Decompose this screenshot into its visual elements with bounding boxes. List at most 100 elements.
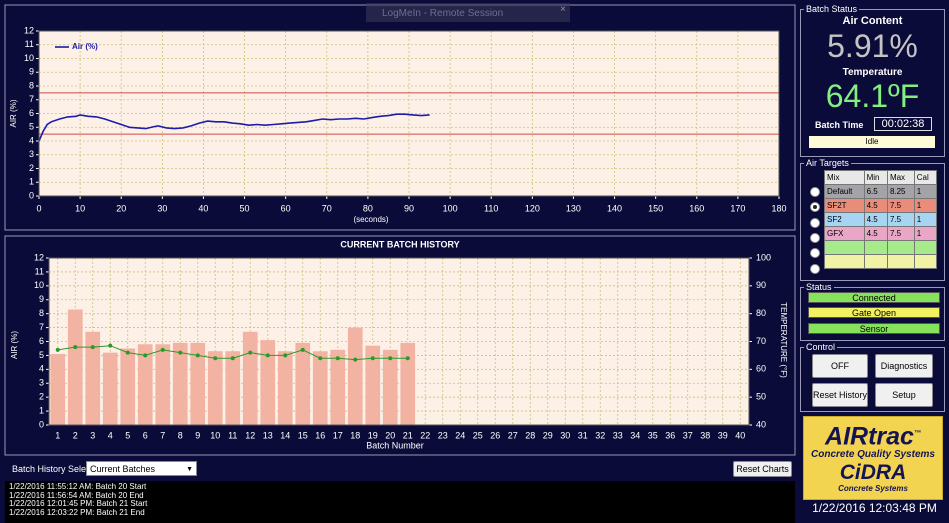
target-row[interactable]: GFX 4.5 7.5 1	[824, 226, 938, 241]
header-cell: Max	[886, 170, 915, 185]
target-cell: 7.5	[886, 226, 915, 241]
x-tick-label: 50	[240, 203, 250, 213]
y-tick-label: 5	[39, 350, 44, 360]
x-tick-label: 30	[560, 430, 570, 440]
log-line: 1/22/2016 12:01:45 PM: Batch 21 Start	[9, 499, 148, 508]
x-tick-label: 39	[718, 430, 728, 440]
y-tick-label: 60	[756, 364, 766, 374]
temperature-point	[143, 353, 148, 358]
x-tick-label: 6	[143, 430, 148, 440]
x-tick-label: 11	[228, 430, 237, 440]
target-radio[interactable]	[810, 248, 820, 259]
control-group: Control	[800, 342, 945, 412]
reset-charts-button[interactable]: Reset Charts	[733, 461, 792, 477]
target-row[interactable]: SF2T 4.5 7.5 1	[824, 198, 938, 213]
temperature-point	[300, 347, 305, 352]
target-radio[interactable]	[810, 187, 820, 197]
x-tick-label: 150	[648, 203, 663, 213]
target-cell: 1	[913, 226, 938, 241]
air-bar	[295, 342, 311, 425]
target-cell: 1	[913, 198, 938, 213]
empty-row[interactable]	[824, 254, 938, 269]
history-select[interactable]: Current Batches ▼	[86, 461, 197, 476]
x-tick-label: 29	[543, 430, 553, 440]
air-bar	[365, 345, 381, 425]
target-cell: 7.5	[886, 198, 915, 213]
x-tick-label: 90	[404, 203, 414, 213]
temperature-point	[353, 357, 358, 362]
group-label: Status	[804, 282, 834, 292]
y-tick-label: 5	[29, 122, 34, 132]
reset-history-button[interactable]: Reset History	[812, 383, 868, 407]
diagnostics-button[interactable]: Diagnostics	[875, 354, 933, 378]
x-tick-label: 34	[630, 430, 640, 440]
x-tick-label: 4	[108, 430, 113, 440]
air-bar	[120, 348, 136, 425]
history-select-label: Batch History Select:	[12, 464, 96, 474]
off-button[interactable]: OFF	[812, 354, 868, 378]
air-targets-group: Air Targets	[800, 158, 945, 281]
x-tick-label: 13	[263, 430, 273, 440]
target-row[interactable]: SF2 4.5 7.5 1	[824, 212, 938, 227]
temperature-point	[370, 356, 375, 361]
status-sensor: Sensor	[808, 323, 940, 334]
x-tick-label: 140	[607, 203, 622, 213]
batch-time-value: 00:02:38	[874, 117, 932, 131]
y-tick-label: 7	[29, 94, 34, 104]
x-tick-label: 17	[333, 430, 343, 440]
batch-status-group: Batch Status	[800, 4, 945, 157]
temperature-point	[335, 356, 340, 361]
temperature-label: Temperature	[842, 67, 903, 78]
header-cell: Min	[863, 170, 888, 185]
air-bar	[400, 342, 416, 425]
x-tick-label: 22	[420, 430, 430, 440]
x-tick-label: 7	[160, 430, 165, 440]
remote-title: LogMeIn - Remote Session	[382, 8, 504, 19]
y-tick-label: 8	[39, 308, 44, 318]
x-tick-label: 8	[178, 430, 183, 440]
setup-button[interactable]: Setup	[875, 383, 933, 407]
y-tick-label: 6	[29, 108, 34, 118]
target-radio[interactable]	[810, 202, 820, 213]
x-tick-label: 27	[508, 430, 518, 440]
y-tick-label: 0	[39, 419, 44, 429]
x-tick-label: 18	[350, 430, 360, 440]
x-tick-label: 32	[595, 430, 605, 440]
y-tick-label: 3	[29, 149, 34, 159]
empty-cell	[913, 254, 938, 269]
close-icon[interactable]: ×	[560, 4, 566, 15]
target-row[interactable]: Default 6.5 8.25 1	[824, 184, 938, 199]
temperature-point	[73, 345, 78, 350]
y-tick-label: 7	[39, 322, 44, 332]
y-tick-label: 4	[29, 135, 34, 145]
empty-cell	[886, 240, 915, 255]
x-tick-label: 3	[90, 430, 95, 440]
y-tick-label: 8	[29, 80, 34, 90]
empty-cell	[824, 240, 865, 255]
remote-bar	[366, 3, 570, 22]
x-tick-label: 21	[403, 430, 413, 440]
target-radio[interactable]	[810, 232, 820, 243]
temperature-point	[318, 356, 323, 361]
air-bar	[85, 331, 101, 425]
x-tick-label: 70	[322, 203, 332, 213]
target-cell: SF2T	[824, 198, 865, 213]
air-bar	[102, 352, 118, 425]
air-bar	[277, 351, 293, 425]
y-tick-label: 6	[39, 336, 44, 346]
temperature-point	[125, 350, 130, 355]
plot-frame	[38, 30, 780, 197]
log-line: 1/22/2016 12:03:22 PM: Batch 21 End	[9, 507, 145, 517]
x-tick-label: 160	[689, 203, 704, 213]
target-radio[interactable]	[810, 217, 820, 228]
target-radio[interactable]	[810, 263, 820, 274]
y-tick-label: 4	[39, 364, 44, 374]
empty-row[interactable]	[824, 240, 938, 255]
radio-dot	[813, 205, 817, 210]
x-tick-label: 28	[525, 430, 535, 440]
temperature-point	[213, 356, 218, 361]
empty-cell	[913, 240, 938, 255]
air-bar	[67, 309, 83, 425]
temperature-point	[55, 347, 60, 352]
